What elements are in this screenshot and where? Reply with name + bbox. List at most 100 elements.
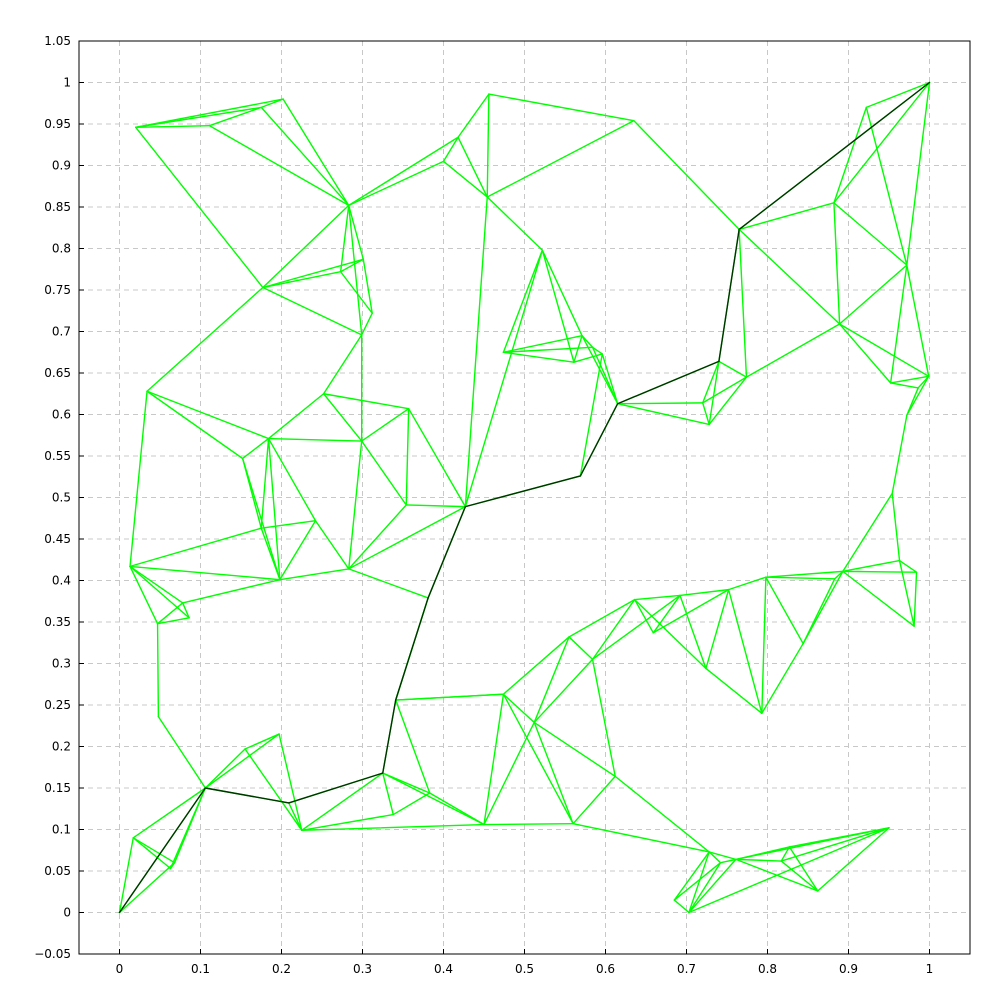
graph-edge [244,748,303,832]
graph-edge [834,570,844,580]
graph-edge [132,787,207,839]
x-tick-label: 0.8 [758,962,777,976]
y-tick-label: 0.25 [44,698,71,712]
graph-edge [322,393,410,410]
graph-edge [486,196,544,251]
graph-edge [802,570,844,645]
graph-edge [129,565,281,581]
graph-edge [483,822,574,826]
x-tick-label: 1 [926,962,934,976]
graph-edge [702,402,710,426]
graph-edge [633,598,707,670]
graph-edge [348,204,365,260]
x-tick-label: 0.9 [839,962,858,976]
graph-edge [705,667,763,714]
graph-edge [362,258,373,314]
graph-edge [267,437,281,581]
graph-edge [488,93,635,122]
graph-edge [134,124,211,129]
graph-edge [838,323,930,378]
graph-edge [780,827,890,862]
y-tick-label: 0.95 [44,117,71,131]
graph-edge [842,570,915,627]
graph-edge [260,520,317,529]
shortest-path [118,81,931,914]
y-tick-label: 0.5 [52,491,71,505]
graph-edge [842,570,918,573]
graph-edge [705,588,730,670]
graph-edge [442,160,488,198]
graph-edge [204,733,280,789]
x-tick-label: 0.1 [191,962,210,976]
graph-edge [906,264,930,378]
graph-edge [833,202,841,325]
graph-edge [129,565,190,619]
graph-edge [395,699,431,794]
graph-edge [208,124,350,207]
x-tick-label: 0.2 [272,962,291,976]
graph-edge [129,565,159,625]
graph-edge [348,504,407,570]
graph-edge [457,93,490,138]
graph-edge [906,81,931,266]
graph-edge [738,228,841,325]
graph-edge [688,862,722,914]
graph-edge [708,851,737,861]
y-tick-label: 0.15 [44,781,71,795]
graph-edge [339,258,365,273]
graph-edge [889,264,908,384]
graph-edge [906,375,930,417]
graph-edge [688,827,890,914]
path-edge [718,228,740,363]
graph-edge [360,407,410,442]
x-tick-label: 0.3 [353,962,372,976]
graph-edges [118,81,931,914]
graph-edge [708,376,748,426]
graph-edge [842,559,901,573]
graph-edge [917,375,930,389]
graph-edge [719,858,737,864]
graph-edge [322,393,363,442]
graph-edge [502,346,594,353]
graph-edge [502,693,535,724]
graph-edge [708,851,722,864]
graph-edge [442,136,459,163]
graph-edge [761,642,804,714]
graph-edge [502,249,544,353]
y-tick-label: 0.35 [44,615,71,629]
graph-edge [382,772,485,826]
graph-edge [614,775,710,853]
graph-edge [348,204,363,336]
graph-edge [541,249,583,337]
graph-edge [339,271,373,314]
graph-edge [568,598,636,638]
graph-edge [314,520,350,570]
graph-edge [533,721,574,825]
graph-edge [738,202,835,231]
graph-edge [601,353,619,405]
graph-edge [591,594,681,661]
graph-edge [780,860,819,892]
graph-edge [579,353,603,477]
graph-edge [765,576,804,645]
y-tick-label: 1.05 [44,34,71,48]
graph-edge [464,196,488,508]
path-edge [738,81,931,231]
graph-edge [865,106,908,266]
graph-edge [891,492,901,562]
graph-edge [679,588,730,597]
y-tick-label: 0.7 [52,325,71,339]
graph-edge [616,403,710,426]
path-edge [427,505,467,599]
path-edge [395,597,429,701]
x-tick-label: 0.4 [434,962,453,976]
graph-edge [502,693,574,825]
graph-edge [262,204,350,289]
graph-edge [761,576,767,714]
graph-edge [129,527,262,568]
y-tick-label: 0.55 [44,449,71,463]
graph-edge [486,93,490,198]
graph-edge [382,772,394,816]
